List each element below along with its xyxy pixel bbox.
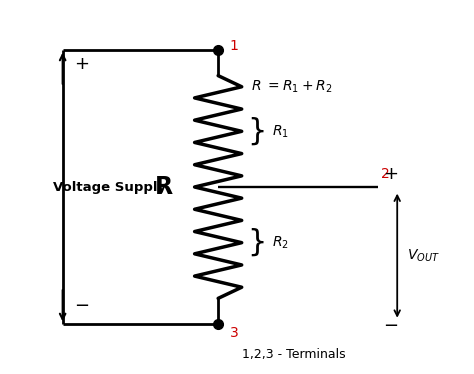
Text: 2: 2	[381, 168, 390, 181]
Text: R: R	[155, 175, 173, 199]
Text: −: −	[74, 297, 90, 315]
Text: }: }	[247, 117, 267, 146]
Text: }: }	[247, 228, 267, 257]
Text: 3: 3	[230, 326, 239, 340]
Text: $V_{OUT}$: $V_{OUT}$	[407, 248, 439, 264]
Text: Voltage Supply: Voltage Supply	[53, 181, 166, 193]
Text: 1: 1	[230, 39, 239, 53]
Text: −: −	[383, 317, 398, 335]
Text: +: +	[74, 55, 90, 74]
Text: $R_1$: $R_1$	[273, 123, 289, 140]
Text: $R\ =R_1+R_2$: $R\ =R_1+R_2$	[251, 79, 332, 95]
Text: $R_2$: $R_2$	[273, 234, 289, 251]
Text: +: +	[383, 165, 398, 183]
Text: 1,2,3 - Terminals: 1,2,3 - Terminals	[242, 347, 346, 361]
